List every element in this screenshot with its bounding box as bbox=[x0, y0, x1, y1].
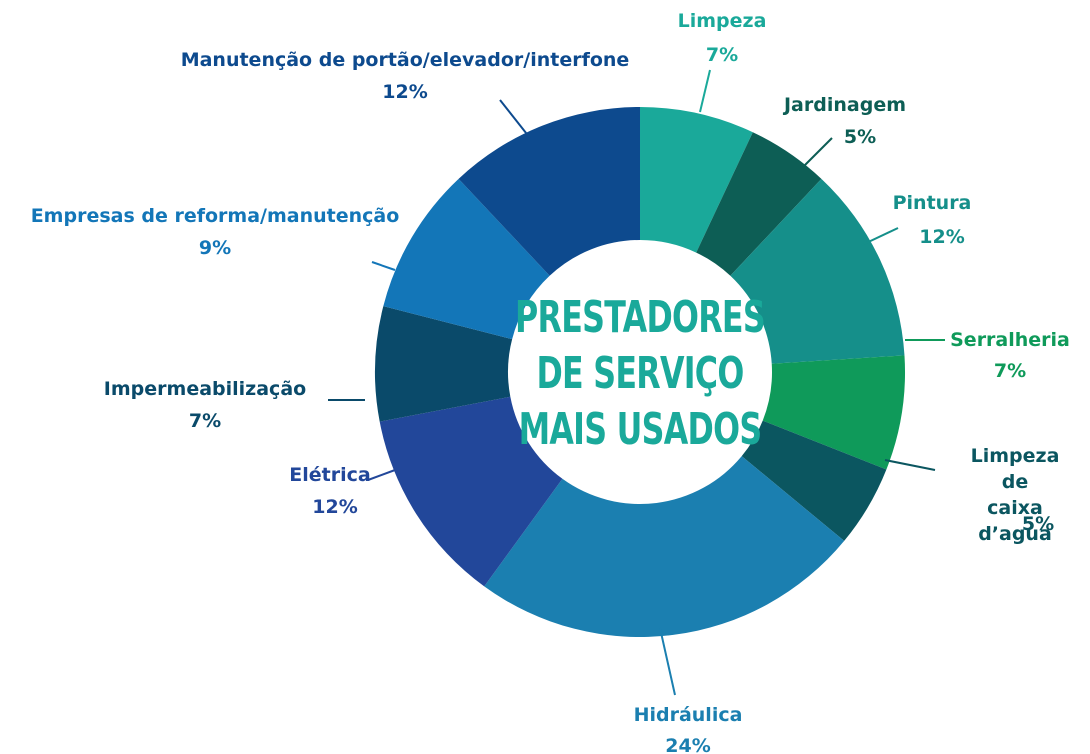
slice bbox=[741, 420, 887, 541]
slice bbox=[640, 107, 753, 253]
leader-line bbox=[699, 69, 711, 113]
value-label: 12% bbox=[312, 496, 358, 518]
slice-label: Hidráulica bbox=[633, 704, 743, 726]
slice bbox=[696, 132, 822, 276]
leader-line bbox=[884, 459, 936, 471]
chart-title: PRESTADORES DE SERVIÇO MAIS USADOS bbox=[515, 292, 766, 455]
slice-label: Serralheria bbox=[950, 329, 1070, 351]
value-label: 7% bbox=[705, 44, 739, 66]
leader-line bbox=[804, 137, 833, 166]
value-label: 24% bbox=[665, 735, 711, 754]
leader-line bbox=[367, 469, 396, 481]
slice bbox=[383, 178, 550, 340]
value-label: 12% bbox=[382, 81, 428, 103]
leader-line bbox=[659, 627, 676, 696]
slice bbox=[762, 355, 906, 470]
slice bbox=[379, 396, 563, 587]
value-label: 7% bbox=[188, 410, 222, 432]
slice bbox=[458, 107, 640, 276]
slice-label: Jardinagem bbox=[783, 94, 907, 116]
leader-line bbox=[861, 227, 899, 246]
value-label: 9% bbox=[198, 237, 232, 259]
slice-label: Impermeabilização bbox=[103, 378, 307, 400]
value-label: 5% bbox=[843, 126, 877, 148]
slice bbox=[375, 306, 513, 422]
value-label: 12% bbox=[919, 226, 965, 248]
slice-label: Pintura bbox=[892, 192, 972, 214]
slice-label: Limpeza bbox=[677, 10, 767, 32]
slice-label: Manutenção de portão/elevador/interfone bbox=[180, 49, 630, 71]
slice-label: Limpeza de caixa d’agua bbox=[970, 445, 1060, 545]
slice-label: Empresas de reforma/manutenção bbox=[30, 205, 400, 227]
value-label: 5% bbox=[1021, 513, 1055, 535]
leader-line bbox=[371, 261, 396, 271]
value-label: 7% bbox=[993, 360, 1027, 382]
leader-line bbox=[499, 99, 531, 139]
slice-label: Elétrica bbox=[289, 464, 371, 486]
slice bbox=[730, 178, 905, 364]
slice bbox=[484, 456, 845, 637]
